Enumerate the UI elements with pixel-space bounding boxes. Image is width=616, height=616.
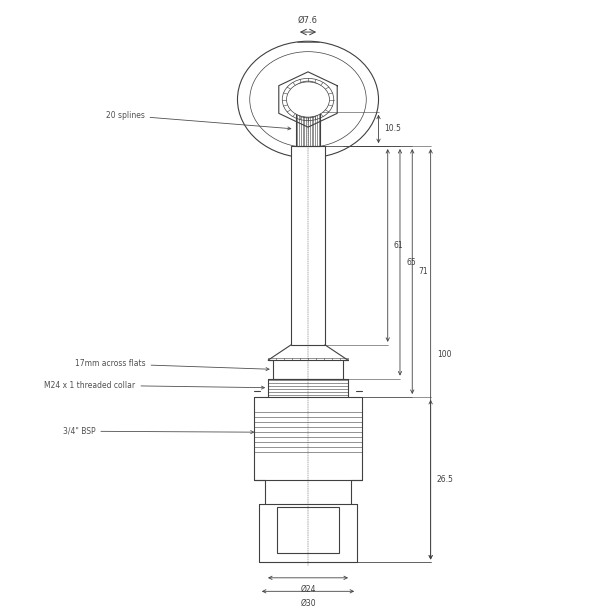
Ellipse shape — [249, 52, 367, 147]
Text: Ø7.6: Ø7.6 — [298, 15, 318, 25]
Text: 26.5: 26.5 — [437, 475, 453, 484]
Text: 100: 100 — [437, 350, 452, 359]
Circle shape — [294, 102, 298, 105]
Text: 65: 65 — [406, 258, 416, 267]
Ellipse shape — [238, 41, 378, 158]
Circle shape — [318, 102, 322, 105]
Text: 20 splines: 20 splines — [105, 111, 291, 130]
Text: M24 x 1 threaded collar: M24 x 1 threaded collar — [44, 381, 264, 390]
Text: 61: 61 — [394, 241, 403, 250]
Text: Ø30: Ø30 — [300, 599, 316, 607]
Bar — [291, 146, 325, 345]
Text: 71: 71 — [418, 267, 428, 276]
Ellipse shape — [286, 82, 330, 117]
Text: 17mm across flats: 17mm across flats — [75, 359, 269, 371]
Text: 3/4" BSP: 3/4" BSP — [63, 427, 254, 436]
Circle shape — [290, 81, 326, 118]
Text: Ø24: Ø24 — [300, 585, 316, 594]
Text: 10.5: 10.5 — [384, 124, 402, 134]
Circle shape — [306, 90, 310, 94]
Bar — [277, 508, 339, 553]
Ellipse shape — [282, 78, 334, 121]
